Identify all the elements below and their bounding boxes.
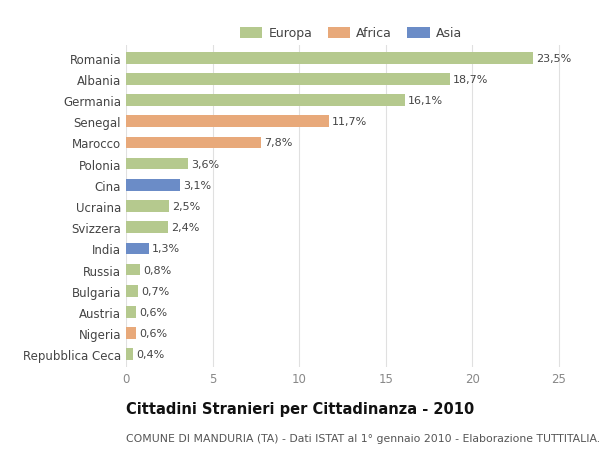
Text: 16,1%: 16,1% xyxy=(408,96,443,106)
Bar xyxy=(126,179,179,191)
Bar xyxy=(126,116,329,128)
Bar xyxy=(126,243,149,255)
Bar xyxy=(126,53,533,64)
Text: 0,8%: 0,8% xyxy=(143,265,171,275)
Text: 3,6%: 3,6% xyxy=(191,159,220,169)
Bar xyxy=(126,264,140,276)
Text: 11,7%: 11,7% xyxy=(332,117,367,127)
Text: 3,1%: 3,1% xyxy=(183,180,211,190)
Text: 2,5%: 2,5% xyxy=(172,202,200,212)
Bar xyxy=(126,137,261,149)
Text: 7,8%: 7,8% xyxy=(264,138,292,148)
Bar xyxy=(126,158,188,170)
Text: 18,7%: 18,7% xyxy=(453,75,488,85)
Text: 0,7%: 0,7% xyxy=(141,286,169,296)
Bar xyxy=(126,95,404,106)
Text: 0,6%: 0,6% xyxy=(139,328,167,338)
Text: 0,4%: 0,4% xyxy=(136,349,164,359)
Bar xyxy=(126,201,169,213)
Text: 0,6%: 0,6% xyxy=(139,307,167,317)
Bar xyxy=(126,328,136,339)
Text: 2,4%: 2,4% xyxy=(170,223,199,233)
Text: COMUNE DI MANDURIA (TA) - Dati ISTAT al 1° gennaio 2010 - Elaborazione TUTTITALI: COMUNE DI MANDURIA (TA) - Dati ISTAT al … xyxy=(126,433,600,442)
Bar xyxy=(126,349,133,360)
Bar xyxy=(126,74,449,85)
Bar xyxy=(126,307,136,318)
Text: 23,5%: 23,5% xyxy=(536,54,571,64)
Text: 1,3%: 1,3% xyxy=(152,244,180,254)
Bar xyxy=(126,285,138,297)
Bar xyxy=(126,222,167,234)
Text: Cittadini Stranieri per Cittadinanza - 2010: Cittadini Stranieri per Cittadinanza - 2… xyxy=(126,401,474,416)
Legend: Europa, Africa, Asia: Europa, Africa, Asia xyxy=(238,25,464,43)
